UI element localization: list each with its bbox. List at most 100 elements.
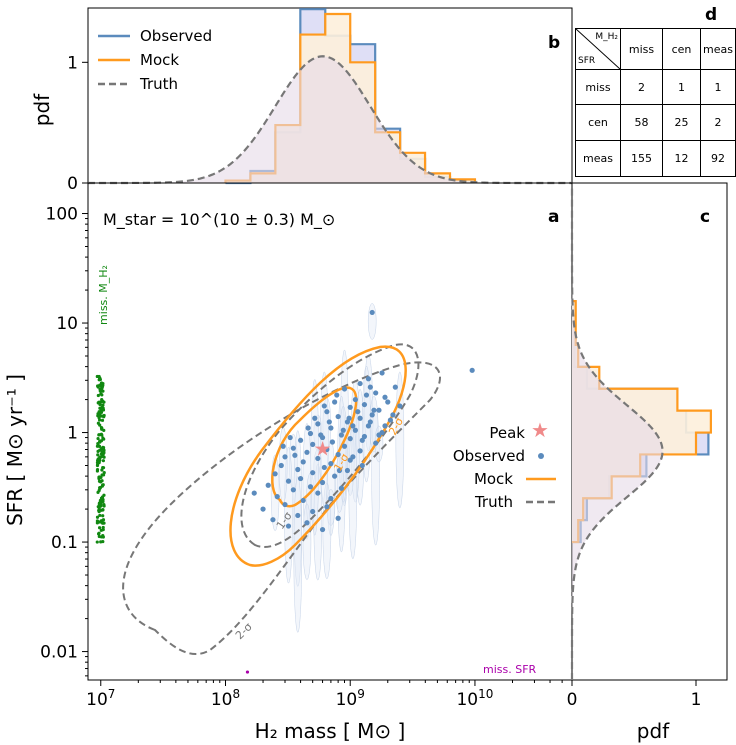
missing-h2-point [102,455,106,459]
observed-point [310,508,316,515]
panel-b-y-tick-label: 1 [67,53,78,73]
legend-a-truth-label: Truth [474,493,513,511]
observed-point [357,448,363,454]
panel-c-x-tick-label: 1 [691,690,702,710]
observed-point [335,515,341,521]
missing-h2-point [101,518,106,522]
observed-point [363,392,370,398]
missing-h2-point [97,475,102,479]
missing-h2-point [100,479,104,483]
table-cell: 2 [700,104,736,141]
missing-h2-point [98,402,102,407]
observed-point [304,520,310,526]
observed-point [319,526,326,533]
table-col-header: miss [620,28,663,70]
x-tick-label: 109 [336,687,365,710]
observed-point [357,415,363,421]
legend-a-peak-label: Peak [489,424,525,442]
observed-point [329,439,336,445]
missing-h2-point [101,534,105,538]
observed-point [332,399,338,405]
y-tick-label: 0.01 [40,643,78,663]
table-cell: 155 [620,140,663,177]
table-cell: 12 [662,140,701,177]
missing-h2-point [99,381,104,385]
observed-point [352,396,358,403]
observed-point [260,506,266,512]
missing-h2-point [99,455,103,459]
missing-h2-point [101,447,105,451]
observed-point [347,436,353,442]
missing-h2-point [100,418,105,422]
y-tick-label: 1 [67,424,78,444]
panel-c-label: c [700,207,710,227]
observed-point [292,452,298,458]
panel-b-label: b [548,33,560,53]
table-corner-top: M_H₂ [595,32,618,42]
missing-h2-point [97,377,102,382]
observed-point [280,443,286,449]
missing-h2-point [101,459,105,463]
table-cell: 92 [700,140,736,177]
observed-point [290,445,296,451]
observed-point [469,367,475,373]
panel-d-table: M_H₂ SFR miss cen meas miss 2 1 1 cen 58… [575,28,736,177]
truth-contour-2sigma [122,361,441,656]
observed-point [397,403,403,409]
panel-a-peak: ★ [314,437,332,461]
missing-h2-point [101,539,105,544]
missing-h2-point [95,540,99,544]
observed-point [341,386,348,392]
panel-b-y-tick-label: 0 [67,174,78,194]
observed-point [361,401,368,408]
observed-uncertainty [367,303,377,340]
missing-h2-point [101,525,105,530]
observed-point [305,425,311,431]
observed-point [312,415,318,421]
observed-point [336,467,343,474]
missing-h2-point [102,437,106,441]
observed-point [304,449,310,455]
x-tick-label: 1010 [456,687,493,710]
observed-point [285,523,292,529]
table-corner-diagonal [576,29,620,69]
missing-h2-point [97,520,101,524]
missing-h2-point [101,465,105,470]
missing-h2-point [95,467,100,472]
observed-point [318,432,324,438]
observed-point [335,413,341,420]
observed-point [387,417,394,423]
panel-b-ylabel: pdf [30,93,54,126]
x-tick-exponent: 9 [357,687,365,701]
panel-a-observed-points [251,309,475,533]
panel-a-missing-points [95,374,250,674]
table-row-header: cen [575,104,621,141]
panel-a-label: a [548,207,559,227]
observed-point [270,517,276,523]
missing-h2-point [99,387,104,391]
observed-point [295,512,301,519]
legend-a-observed-label: Observed [453,447,525,465]
missing-h2-point [101,499,105,504]
missing-h2-point [97,488,101,493]
observed-point [272,471,278,477]
observed-point [307,430,314,437]
observed-point [390,412,396,418]
observed-point [371,407,377,413]
observed-point [382,394,388,400]
observed-point [321,403,327,409]
missing-h2-point [102,504,106,508]
observed-point [392,384,398,390]
observed-point [385,399,391,405]
legend-a-mock-label: Mock [474,470,513,488]
y-tick-label: 10 [56,314,78,334]
missing-h2-point [99,407,104,411]
observed-point [290,487,296,493]
observed-point [334,392,340,398]
missing-h2-point [101,473,106,477]
observed-point [352,427,358,433]
observed-point [335,451,341,458]
observed-point [359,437,365,443]
